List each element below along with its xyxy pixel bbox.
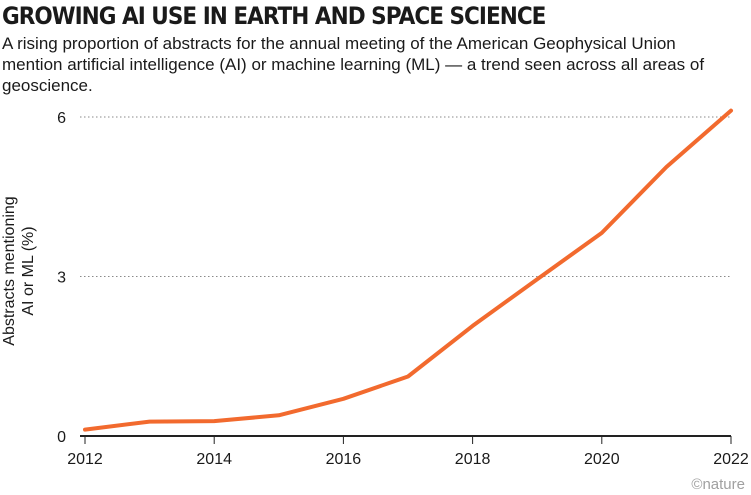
x-tick-label: 2012 — [67, 451, 103, 468]
nature-credit: ©nature — [691, 476, 745, 493]
y-tick-label: 6 — [57, 110, 66, 127]
chart-title: GROWING AI USE IN EARTH AND SPACE SCIENC… — [2, 2, 546, 30]
x-tick-label: 2020 — [584, 451, 620, 468]
gridlines — [80, 116, 731, 277]
x-tick-label: 2022 — [713, 451, 749, 468]
x-tick-label: 2018 — [455, 451, 491, 468]
x-tick-label: 2016 — [326, 451, 362, 468]
axes: 0 3 6 2012 2014 2016 2018 2020 2022 — [57, 110, 749, 468]
y-tick-label: 3 — [57, 270, 66, 287]
x-tick-label: 2014 — [196, 451, 232, 468]
series-line — [83, 108, 733, 432]
y-tick-label: 0 — [57, 429, 66, 446]
chart-subtitle: A rising proportion of abstracts for the… — [2, 34, 705, 95]
series — [83, 108, 733, 432]
